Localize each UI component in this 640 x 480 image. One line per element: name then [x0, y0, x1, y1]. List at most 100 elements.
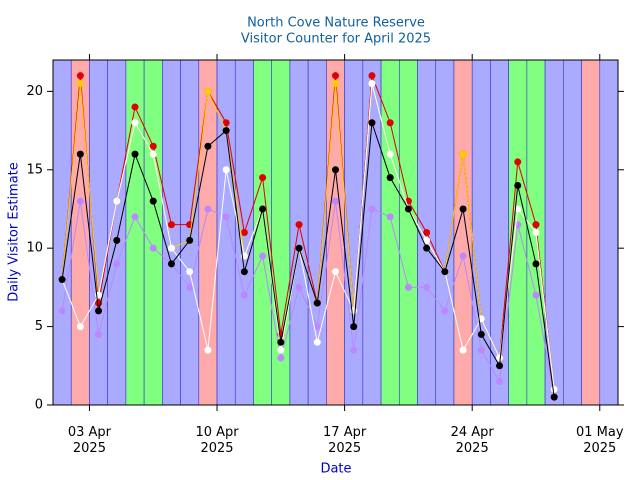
- data-point: [496, 362, 504, 370]
- data-point: [295, 221, 303, 229]
- data-point: [204, 346, 212, 354]
- data-point: [222, 213, 230, 221]
- data-point: [259, 252, 267, 260]
- data-point: [95, 307, 103, 315]
- y-axis-label: Daily Visitor Estimate: [7, 162, 22, 302]
- series-line: [61, 83, 555, 390]
- day-band: [599, 59, 619, 406]
- data-point: [76, 150, 84, 158]
- data-point: [313, 338, 321, 346]
- data-point: [477, 330, 485, 338]
- data-point: [332, 197, 339, 205]
- data-point: [222, 166, 230, 174]
- data-point: [459, 346, 467, 354]
- y-tick-label: 20: [26, 84, 43, 99]
- data-point: [167, 244, 175, 252]
- data-point: [76, 72, 84, 80]
- data-point: [332, 166, 339, 174]
- data-point: [386, 174, 394, 182]
- data-point: [368, 119, 376, 127]
- data-point: [332, 268, 339, 276]
- data-point: [58, 307, 66, 315]
- day-band: [162, 59, 181, 406]
- data-point: [368, 80, 376, 88]
- data-point: [204, 142, 212, 150]
- data-point: [332, 80, 339, 88]
- data-point: [167, 260, 175, 268]
- data-point: [423, 283, 431, 291]
- day-band: [326, 59, 345, 406]
- day-band: [307, 59, 327, 406]
- day-band: [362, 59, 382, 406]
- data-point: [368, 205, 376, 213]
- data-point: [423, 244, 431, 252]
- x-tick-label: 01 May 2025: [575, 425, 624, 456]
- data-point: [131, 213, 139, 221]
- data-point: [532, 291, 540, 299]
- data-point: [496, 377, 504, 385]
- data-point: [167, 221, 175, 229]
- series-line: [61, 122, 555, 398]
- data-point: [277, 346, 285, 354]
- data-point: [76, 197, 84, 205]
- day-band: [563, 59, 582, 406]
- data-point: [149, 142, 157, 150]
- data-point: [186, 236, 194, 244]
- y-tick-label: 15: [26, 162, 43, 177]
- data-point: [532, 221, 540, 229]
- data-point: [277, 338, 285, 346]
- day-band: [89, 59, 108, 406]
- data-point: [277, 354, 285, 362]
- data-point: [350, 346, 358, 354]
- data-point: [295, 283, 303, 291]
- day-band: [398, 59, 418, 406]
- data-point: [222, 119, 230, 127]
- data-point: [550, 385, 558, 393]
- data-point: [131, 103, 139, 111]
- data-point: [131, 150, 139, 158]
- data-point: [441, 307, 449, 315]
- y-tick-label: 10: [26, 241, 43, 256]
- data-point: [95, 330, 103, 338]
- data-point: [240, 229, 248, 236]
- data-point: [404, 283, 412, 291]
- y-tick-label: 0: [35, 398, 43, 413]
- data-point: [532, 229, 540, 236]
- data-point: [222, 127, 230, 135]
- data-point: [459, 150, 467, 158]
- data-point: [514, 181, 522, 189]
- chart-subtitle: Visitor Counter for April 2025: [241, 32, 431, 47]
- day-band: [581, 59, 601, 406]
- data-point: [441, 268, 449, 276]
- x-tick-label: 17 Apr 2025: [323, 425, 367, 456]
- data-point: [496, 354, 504, 362]
- data-point: [386, 119, 394, 127]
- data-point: [532, 260, 540, 268]
- data-point: [113, 197, 121, 205]
- data-point: [368, 72, 376, 80]
- data-point: [240, 291, 248, 299]
- x-tick-label: 24 Apr 2025: [450, 425, 494, 456]
- day-band: [70, 59, 90, 406]
- data-point: [149, 197, 157, 205]
- data-point: [459, 205, 467, 213]
- data-point: [149, 244, 157, 252]
- series-line: [61, 201, 555, 398]
- data-point: [404, 205, 412, 213]
- chart-title: North Cove Nature Reserve: [247, 16, 425, 31]
- data-point: [386, 150, 394, 158]
- data-point: [313, 299, 321, 307]
- x-tick-label: 10 Apr 2025: [195, 425, 239, 456]
- data-point: [386, 213, 394, 221]
- data-point: [186, 283, 194, 291]
- day-band: [380, 59, 400, 406]
- data-point: [423, 236, 431, 244]
- day-band: [289, 59, 309, 406]
- data-point: [423, 229, 431, 236]
- plot-frame: [52, 59, 619, 406]
- data-point: [459, 252, 467, 260]
- data-point: [204, 205, 212, 213]
- data-point: [259, 205, 267, 213]
- data-point: [76, 323, 84, 331]
